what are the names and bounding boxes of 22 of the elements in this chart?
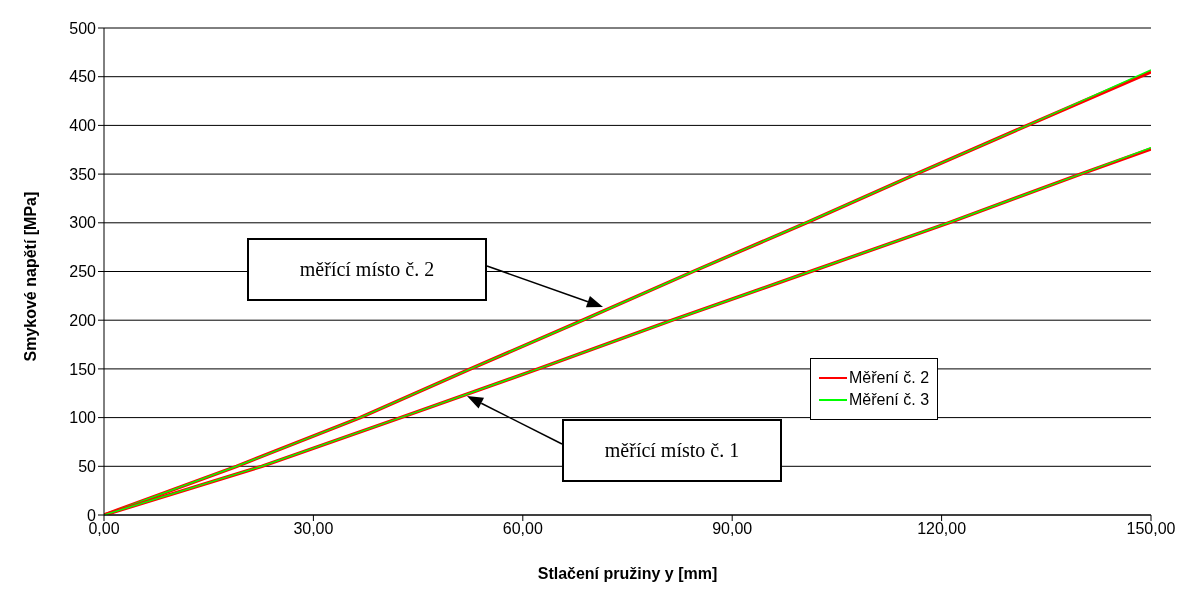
y-tick-label: 250 bbox=[69, 263, 97, 281]
x-tick-label: 90,00 bbox=[712, 520, 753, 538]
y-tick-label: 100 bbox=[69, 409, 97, 427]
legend-label: Měření č. 2 bbox=[849, 369, 930, 387]
x-tick-label: 120,00 bbox=[917, 520, 967, 538]
x-tick-label: 0,00 bbox=[88, 520, 120, 538]
x-tick-label: 30,00 bbox=[293, 520, 334, 538]
y-axis-title: Smykové napětí [MPa] bbox=[21, 191, 39, 362]
y-tick-label: 350 bbox=[69, 165, 97, 183]
callout-box: měřící místo č. 1 bbox=[562, 418, 782, 482]
x-axis-title: Stlačení pružiny y [mm] bbox=[537, 565, 718, 582]
y-tick-label: 50 bbox=[78, 457, 97, 475]
y-tick-label: 500 bbox=[69, 19, 97, 37]
y-tick-label: 400 bbox=[69, 117, 97, 135]
y-tick-label: 450 bbox=[69, 68, 97, 86]
legend-label: Měření č. 3 bbox=[849, 391, 930, 409]
y-tick-label: 300 bbox=[69, 214, 97, 232]
y-tick-label: 200 bbox=[69, 311, 97, 329]
callout-box: měřící místo č. 2 bbox=[247, 237, 487, 301]
y-tick-label: 150 bbox=[69, 360, 97, 378]
x-tick-label: 150,00 bbox=[1126, 520, 1176, 538]
x-tick-label: 60,00 bbox=[502, 520, 543, 538]
